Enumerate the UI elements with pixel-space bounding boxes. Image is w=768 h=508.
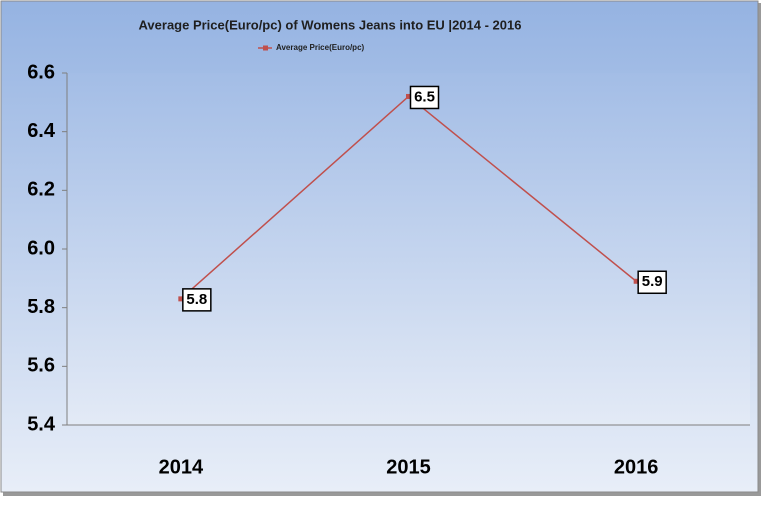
- legend-label: Average Price(Euro/pc): [276, 43, 365, 52]
- x-tick-label: 2015: [386, 456, 431, 478]
- y-tick-label: 6.4: [27, 120, 56, 142]
- point-marker: [406, 93, 411, 99]
- legend-marker: [263, 45, 268, 51]
- data-label-box: [409, 85, 440, 110]
- y-tick-label: 6.0: [27, 237, 55, 259]
- plot-area: [67, 73, 750, 425]
- data-label: 5.9: [642, 273, 663, 290]
- data-label-box: [182, 288, 212, 312]
- x-tick-label: 2016: [614, 456, 659, 478]
- y-tick-label: 6.2: [27, 179, 55, 201]
- y-tick-label: 5.8: [27, 296, 55, 318]
- data-label: 5.8: [186, 291, 207, 308]
- y-tick-label: 6.6: [27, 61, 55, 83]
- point-marker: [178, 296, 184, 302]
- point-marker: [633, 278, 639, 284]
- data-label-box: [637, 270, 667, 295]
- chart-title: Average Price(Euro/pc) of Womens Jeans i…: [139, 17, 522, 32]
- y-tick-label: 5.6: [27, 355, 55, 377]
- y-tick-label: 5.4: [27, 413, 56, 435]
- x-tick-label: 2014: [159, 456, 204, 478]
- data-label: 6.5: [414, 88, 435, 105]
